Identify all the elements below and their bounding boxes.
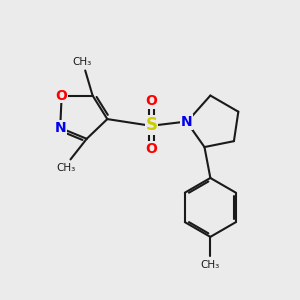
Text: N: N bbox=[181, 115, 193, 129]
Text: O: O bbox=[56, 88, 68, 103]
Text: S: S bbox=[146, 116, 158, 134]
Text: O: O bbox=[146, 142, 158, 155]
Text: CH₃: CH₃ bbox=[56, 163, 76, 173]
Text: CH₃: CH₃ bbox=[201, 260, 220, 269]
Text: N: N bbox=[54, 121, 66, 135]
Text: CH₃: CH₃ bbox=[72, 57, 91, 67]
Text: O: O bbox=[146, 94, 158, 108]
